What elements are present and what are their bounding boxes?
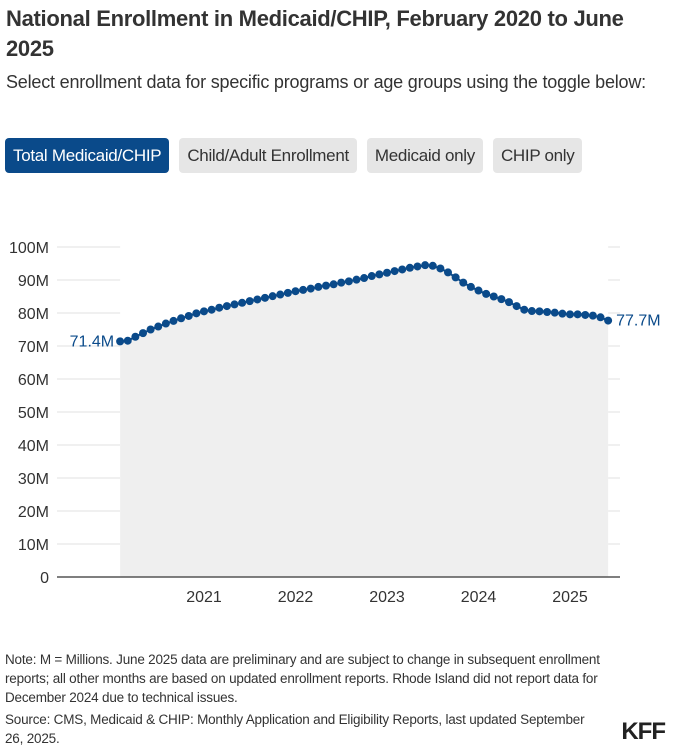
x-tick-label: 2022 [278, 589, 314, 606]
data-point [550, 308, 559, 317]
data-point [344, 277, 353, 286]
toggle-total-medicaid-chip[interactable]: Total Medicaid/CHIP [5, 138, 170, 173]
x-tick-label: 2024 [461, 589, 497, 606]
data-point [505, 298, 513, 307]
data-point [581, 310, 590, 319]
data-point [184, 311, 193, 320]
data-point [177, 314, 186, 323]
chart-source: Source: CMS, Medicaid & CHIP: Monthly Ap… [5, 712, 585, 746]
enrollment-line-chart: 0 10M 20M 30M 40M 50M 60M 70M 80M 90M 100M 2021 2022… [9, 240, 661, 606]
data-point [207, 305, 216, 314]
data-point [383, 268, 391, 277]
data-point [436, 264, 445, 273]
data-point [405, 263, 414, 272]
data-point [337, 278, 346, 287]
data-point [520, 305, 529, 314]
data-point [268, 292, 277, 301]
series-layer [116, 261, 613, 346]
toggle-chip-only[interactable]: CHIP only [492, 138, 583, 173]
chart-title: National Enrollment in Medicaid/CHIP, Fe… [6, 6, 624, 61]
area-layer [120, 245, 609, 577]
data-point [451, 273, 460, 282]
kff-logo: KFF [621, 718, 666, 745]
data-point [222, 302, 231, 311]
y-tick-label: 50M [18, 405, 49, 422]
data-point [497, 295, 506, 304]
data-point [154, 322, 163, 331]
program-toggle-group: Total Medicaid/CHIP Child/Adult Enrollme… [5, 138, 583, 173]
data-point [413, 262, 422, 271]
y-tick-label: 40M [18, 438, 49, 455]
toggle-child-adult-enrollment[interactable]: Child/Adult Enrollment [179, 138, 357, 173]
data-point [352, 275, 361, 284]
data-point [192, 309, 201, 318]
data-point [360, 274, 369, 283]
data-point [299, 285, 308, 294]
data-point [543, 308, 552, 317]
data-point [215, 303, 224, 312]
y-tick-label: 60M [18, 372, 49, 389]
y-tick-label: 10M [18, 537, 49, 554]
data-point [291, 287, 300, 296]
data-point [558, 309, 567, 318]
data-point [261, 293, 269, 302]
data-point [276, 290, 285, 299]
data-point [169, 316, 178, 325]
chart-note: Note: M = Millions. June 2025 data are p… [5, 652, 600, 705]
data-point [604, 316, 613, 325]
data-point [588, 311, 597, 320]
data-point [322, 281, 330, 290]
data-point [573, 310, 582, 319]
toggle-medicaid-only[interactable]: Medicaid only [366, 138, 483, 173]
data-point [421, 261, 430, 270]
data-point [444, 268, 452, 277]
data-point [161, 319, 170, 328]
data-point [535, 307, 544, 316]
data-point [230, 300, 239, 309]
data-point [375, 270, 384, 279]
data-point [146, 325, 155, 334]
data-point [238, 298, 247, 307]
y-tick-label: 30M [18, 471, 49, 488]
data-point [116, 337, 125, 346]
labels-layer: 71.4M 77.7M [70, 313, 661, 351]
y-tick-label: 20M [18, 504, 49, 521]
data-point [527, 307, 536, 316]
x-tick-label: 2021 [186, 589, 222, 606]
end-value-label: 77.7M [616, 313, 660, 330]
data-point [123, 336, 132, 345]
data-point [253, 295, 262, 304]
chart-subtitle: Select enrollment data for specific prog… [6, 72, 646, 92]
data-point [459, 278, 468, 287]
data-point [512, 302, 521, 311]
y-tick-label: 90M [18, 273, 49, 290]
y-tick-label: 0 [40, 570, 49, 587]
data-point [367, 272, 376, 281]
data-point [596, 313, 605, 322]
data-point [314, 282, 323, 291]
data-point [474, 286, 483, 295]
data-point [482, 289, 491, 298]
data-point [428, 261, 437, 270]
series-area [120, 265, 609, 577]
y-tick-label: 70M [18, 339, 49, 356]
start-value-label: 71.4M [70, 333, 114, 350]
data-point [139, 329, 147, 338]
data-point [200, 307, 208, 316]
data-point [566, 310, 574, 319]
data-point [466, 282, 475, 291]
data-point [390, 267, 399, 276]
data-point [329, 280, 338, 289]
x-tick-label: 2023 [369, 589, 405, 606]
x-tick-label: 2025 [552, 589, 588, 606]
data-point [245, 297, 254, 306]
data-point [489, 292, 498, 301]
axes: 0 10M 20M 30M 40M 50M 60M 70M 80M 90M 100M 2021 2022… [9, 240, 620, 606]
data-point [131, 332, 140, 341]
data-point [306, 284, 315, 293]
y-tick-label: 100M [9, 240, 49, 257]
y-tick-label: 80M [18, 306, 49, 323]
data-point [283, 288, 292, 297]
data-point [398, 265, 407, 274]
